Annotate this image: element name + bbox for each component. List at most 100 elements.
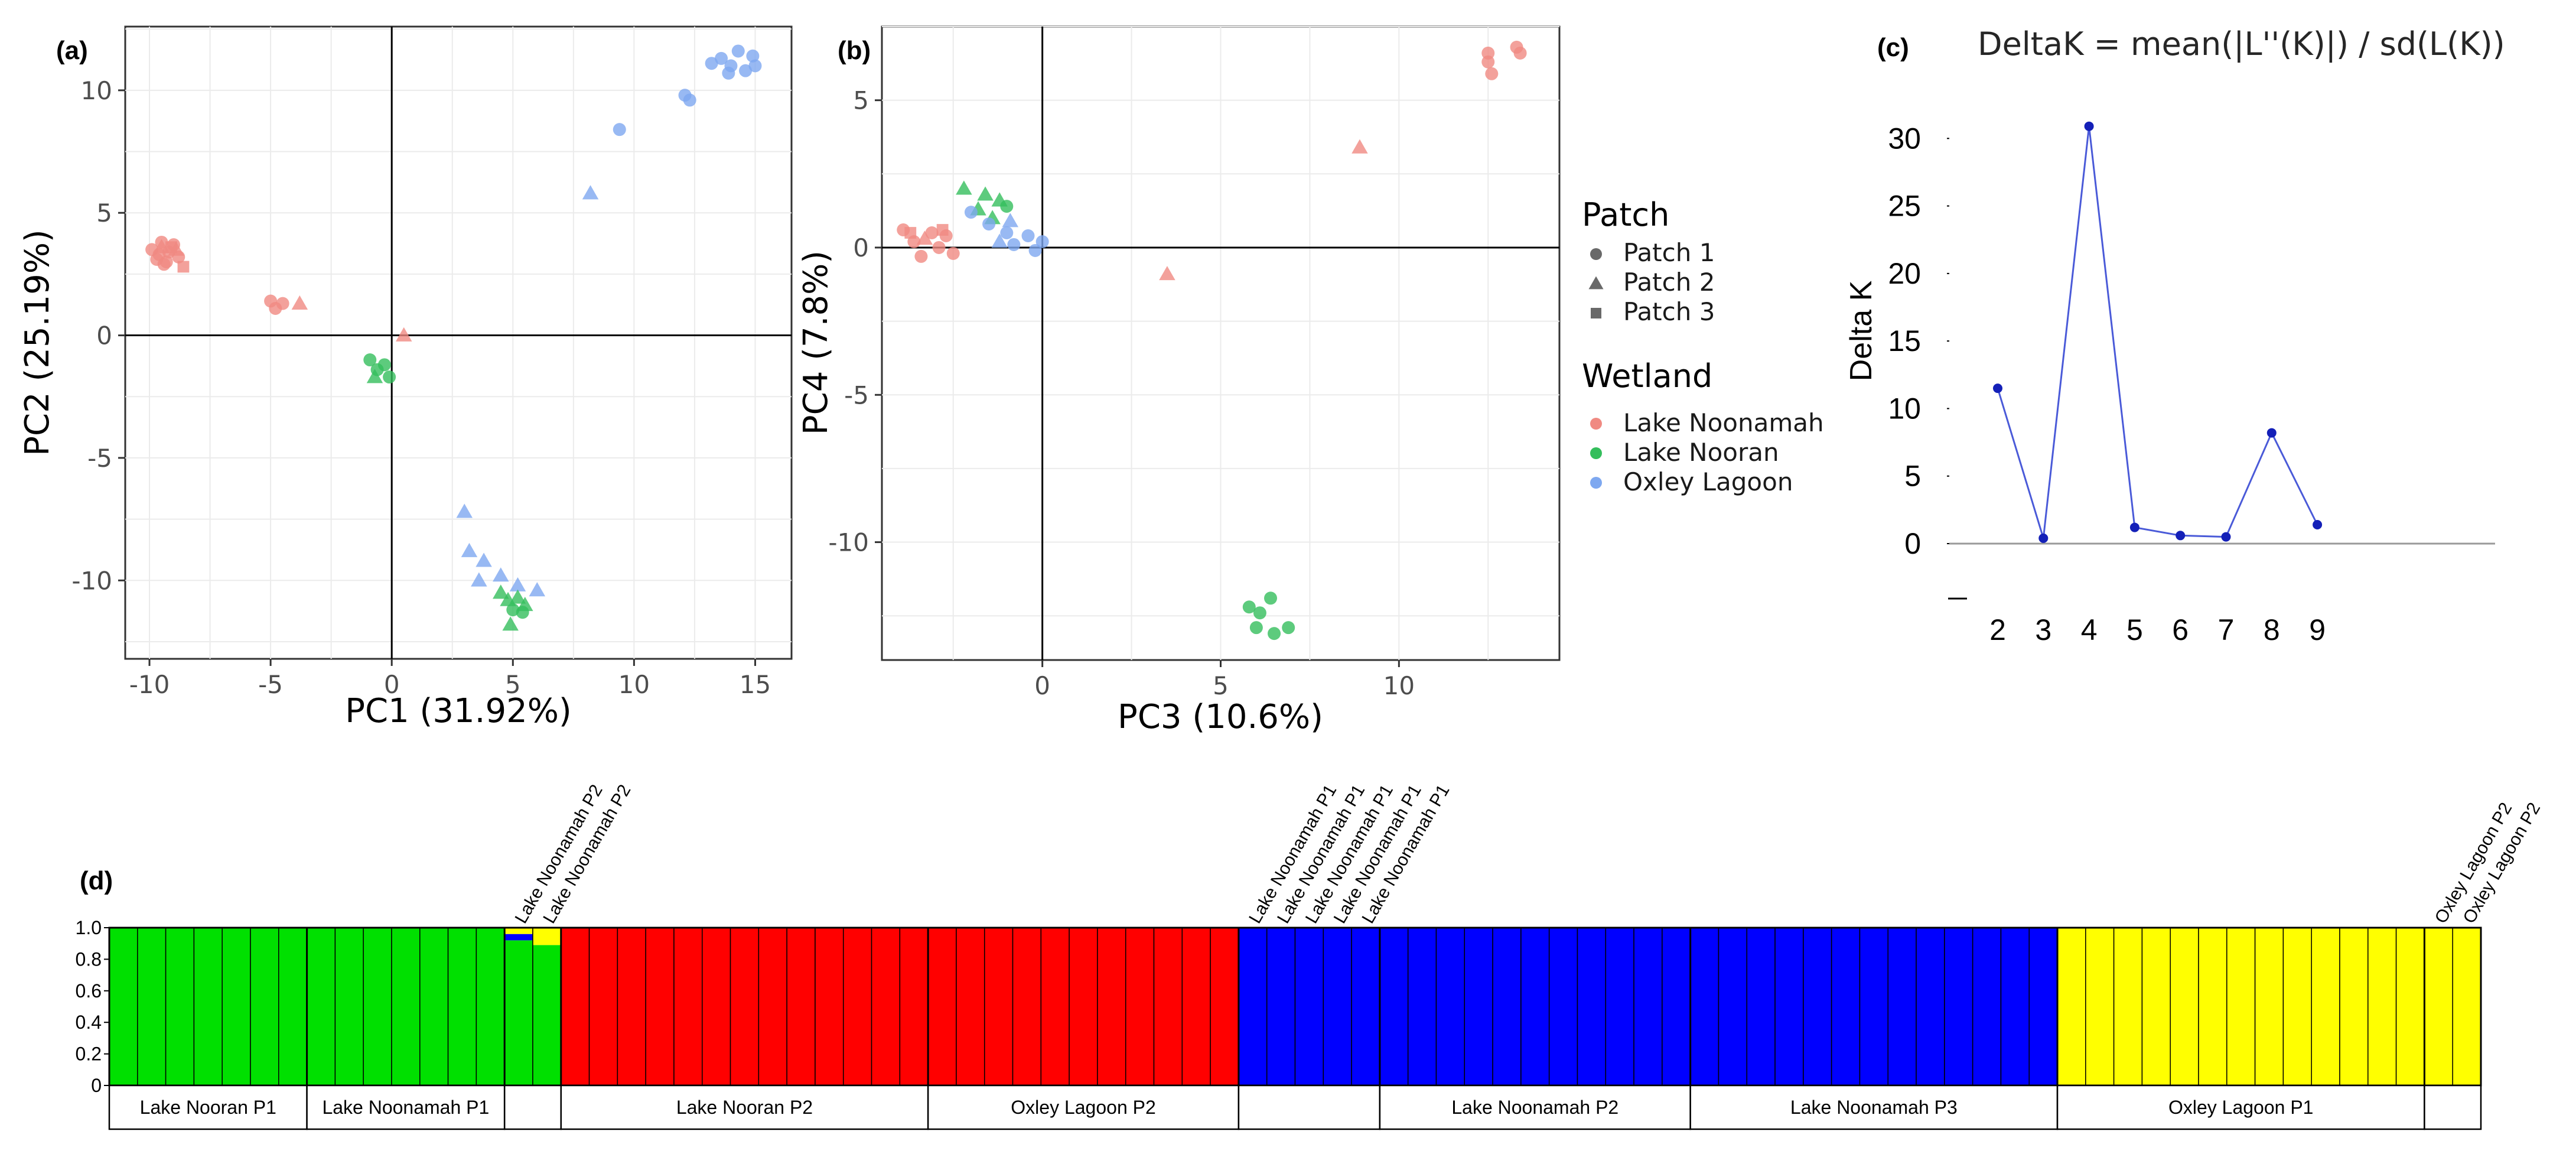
- c-y-tick-label: 15: [1888, 324, 1921, 357]
- panel-a-label: (a): [56, 36, 88, 65]
- structure-bar-segment: [928, 928, 956, 1085]
- structure-bar-segment: [2311, 928, 2340, 1085]
- plot-b-point: [977, 186, 994, 201]
- structure-bar-segment: [165, 928, 194, 1085]
- deltak-plot: DeltaK = mean(|L''(K)|) / sd(L(K)) 0 5 10 1…: [1888, 25, 2505, 646]
- structure-bar-segment: [363, 928, 392, 1085]
- plot-b-point: [1002, 213, 1019, 227]
- structure-bar-segment: [448, 928, 477, 1085]
- structure-bar-segment: [1379, 928, 1408, 1085]
- structure-bar-segment: [2085, 928, 2114, 1085]
- group-label: Lake Noonamah P1: [322, 1097, 489, 1118]
- structure-bar-segment: [1634, 928, 1662, 1085]
- deltak-point: [2038, 533, 2049, 543]
- structure-bar-segment: [1803, 928, 1832, 1085]
- structure-bar-segment: [2453, 928, 2481, 1085]
- structure-bar-segment: [1972, 928, 2001, 1085]
- plot-a-point: [582, 185, 599, 200]
- plot-a-point: [731, 44, 745, 58]
- structure-barplot: 0 0.2 0.4 0.6 0.8 1.0 Lake Nooran P1 Lake Noon…: [76, 781, 2544, 1130]
- x-tick-label: 15: [740, 670, 771, 699]
- plot-b-point: [1485, 67, 1499, 80]
- structure-bar-segment: [1125, 928, 1154, 1085]
- plot-b-point: [1242, 600, 1256, 614]
- c-y-tick-label: 25: [1888, 190, 1921, 223]
- plot-a-point: [165, 241, 177, 253]
- legend-wetland-label: Lake Noonamah: [1623, 408, 1824, 437]
- plot-a-point: [363, 353, 377, 367]
- plot-b-point: [925, 226, 939, 240]
- structure-bar-segment: [843, 928, 872, 1085]
- structure-bar-segment: [702, 928, 731, 1085]
- y-tick-label: 0: [853, 233, 869, 262]
- legend-wetland-dot-icon: [1590, 477, 1602, 489]
- structure-bar-segment: [1069, 928, 1098, 1085]
- structure-bar-segment: [137, 928, 166, 1085]
- group-label-box: [1379, 1084, 1691, 1130]
- deltak-point: [2313, 520, 2323, 529]
- structure-bar-segment: [1662, 928, 1691, 1085]
- group-label: Oxley Lagoon P1: [2168, 1097, 2314, 1118]
- plot-a-point: [493, 567, 509, 582]
- plot-b-point: [1249, 621, 1263, 635]
- structure-bar-segment: [2199, 928, 2227, 1085]
- group-label: Lake Nooran P2: [676, 1097, 813, 1118]
- structure-bar-segment: [2255, 928, 2284, 1085]
- structure-bar-segment: [504, 928, 533, 934]
- d-y-tick-label: 0: [91, 1075, 102, 1096]
- c-x-tick-label: 4: [2081, 613, 2098, 646]
- plot-b-point: [1000, 226, 1014, 240]
- legend-wetland-dot-icon: [1590, 447, 1602, 459]
- structure-bar-segment: [532, 928, 561, 945]
- legend-wetland-title: Wetland: [1582, 357, 1712, 395]
- plot-a-point: [529, 582, 546, 597]
- structure-bar-segment: [984, 928, 1013, 1085]
- structure-bar-segment: [2029, 928, 2058, 1085]
- plot-c-title: DeltaK = mean(|L''(K)|) / sd(L(K)): [1978, 25, 2505, 63]
- group-label: Lake Nooran P1: [140, 1097, 276, 1118]
- plot-b-point: [1007, 238, 1021, 251]
- structure-bar-segment: [1238, 928, 1267, 1085]
- plot-a-point: [502, 616, 519, 631]
- group-label: Lake Noonamah P3: [1790, 1097, 1958, 1118]
- d-y-tick-label: 1.0: [76, 917, 102, 938]
- deltak-point: [2129, 522, 2139, 532]
- structure-bar-segment: [1520, 928, 1549, 1085]
- structure-bar-segment: [476, 928, 505, 1085]
- structure-bar-segment: [2396, 928, 2425, 1085]
- structure-bar-segment: [956, 928, 985, 1085]
- y-tick-label: -10: [71, 566, 112, 595]
- plot-b-point: [956, 180, 972, 195]
- structure-bar-segment: [1097, 928, 1126, 1085]
- legend-patch-label: Patch 3: [1623, 297, 1715, 326]
- plot-a-point: [291, 295, 308, 310]
- structure-bar-segment: [2113, 928, 2142, 1085]
- y-tick-label: 10: [81, 76, 112, 105]
- y-tick-label: 5: [853, 86, 869, 115]
- structure-bar-segment: [1859, 928, 1888, 1085]
- plot-a-point: [746, 49, 760, 63]
- deltak-line: [1997, 126, 2318, 539]
- legend-patch-square-icon: [1591, 308, 1601, 318]
- c-y-tick-label: 10: [1888, 392, 1921, 425]
- structure-bar-segment: [1605, 928, 1634, 1085]
- deltak-point: [2266, 428, 2277, 438]
- x-tick-label: 5: [505, 670, 521, 699]
- plot-a-point: [159, 255, 173, 269]
- plot-c-ylabel: Delta K: [1844, 280, 1878, 381]
- structure-bar-segment: [307, 928, 336, 1085]
- deltak-point: [2084, 121, 2094, 131]
- plot-a-point: [276, 297, 289, 310]
- structure-bar-segment: [1888, 928, 1917, 1085]
- plot-b-point: [1351, 139, 1368, 154]
- plot-b-point: [1000, 200, 1014, 213]
- c-x-tick-label: 2: [1989, 613, 2006, 646]
- legend-patch-title: Patch: [1582, 196, 1669, 233]
- structure-bar-segment: [1154, 928, 1183, 1085]
- structure-bar-segment: [109, 928, 138, 1085]
- legend-patch-label: Patch 2: [1623, 268, 1715, 297]
- y-tick-label: 0: [96, 321, 112, 350]
- structure-bar-segment: [2367, 928, 2396, 1085]
- plot-b-point: [916, 230, 933, 245]
